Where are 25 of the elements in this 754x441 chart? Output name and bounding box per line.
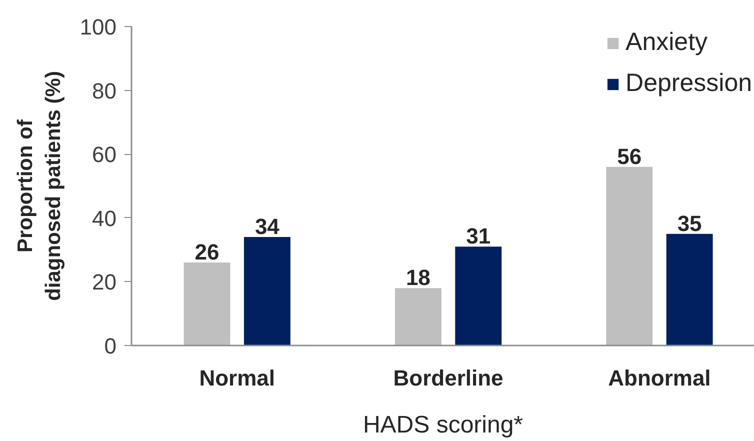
y-tick-label: 20: [92, 270, 117, 295]
data-label: 35: [677, 210, 702, 236]
bar: [184, 262, 230, 346]
y-axis-title: Proportion of diagnosed patients (%): [14, 71, 65, 301]
bar: [606, 166, 653, 346]
x-tick-label: Borderline: [393, 366, 504, 390]
data-label: 34: [254, 214, 280, 240]
data-label: 26: [194, 240, 220, 265]
y-tick-label: 0: [104, 334, 117, 358]
y-tick-label: 40: [92, 206, 117, 231]
x-axis-title: HADS scoring*: [362, 412, 524, 438]
data-label: 56: [617, 144, 642, 169]
x-tick-label: Abnormal: [608, 366, 711, 390]
y-tick-label: 80: [92, 78, 117, 104]
y-tick-label: 100: [80, 14, 117, 40]
y-tick-label: 60: [92, 142, 117, 168]
bar: [244, 237, 290, 346]
legend-label: Anxiety: [626, 28, 708, 57]
bar: [666, 234, 713, 346]
legend-label: Depression: [626, 69, 752, 98]
x-tick-label: Normal: [199, 366, 275, 390]
data-label: 18: [406, 265, 430, 290]
data-label: 31: [466, 224, 491, 249]
bar: [455, 246, 502, 346]
bar: [394, 288, 442, 346]
